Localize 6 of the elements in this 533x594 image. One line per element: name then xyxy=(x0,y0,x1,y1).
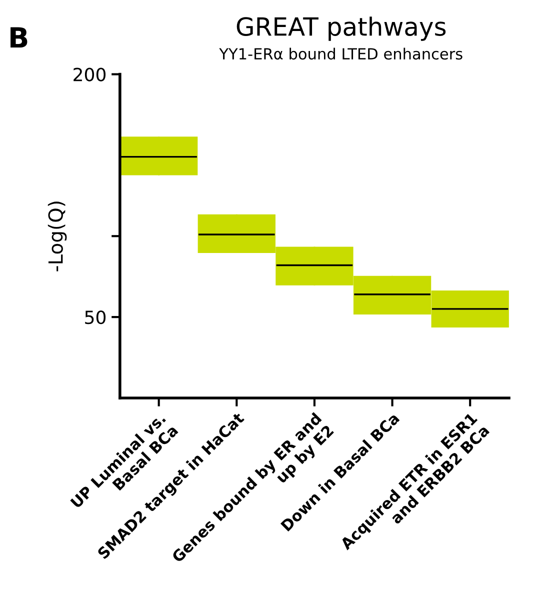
text: B xyxy=(10,27,28,48)
y-tick-label: 50 xyxy=(85,310,106,324)
y-tick-label: 200 xyxy=(74,68,106,82)
chart-title: GREAT pathways xyxy=(236,16,446,41)
chart-subtitle: YY1-ERα bound LTED enhancers xyxy=(219,48,462,60)
y-axis-title: -Log(Q) xyxy=(48,202,67,272)
